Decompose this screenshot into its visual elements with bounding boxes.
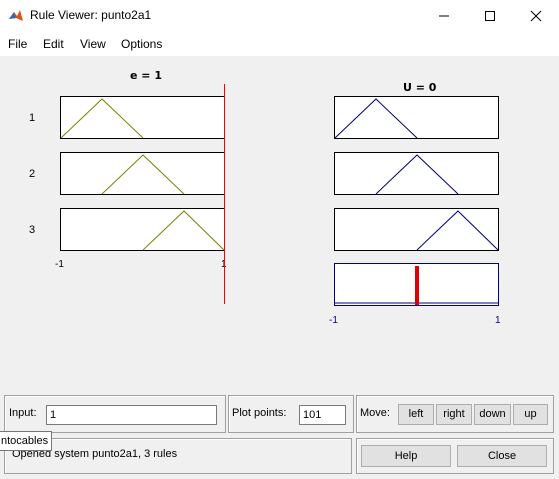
close-window-button[interactable] xyxy=(513,0,559,31)
menu-file[interactable]: File xyxy=(8,37,28,51)
title-bar: Rule Viewer: punto2a1 xyxy=(0,0,559,31)
defuzzified-output-bar xyxy=(415,266,419,305)
rule-number-2: 2 xyxy=(29,168,36,180)
output-mf-triangle-2 xyxy=(375,154,459,194)
close-button[interactable]: Close xyxy=(457,445,547,467)
move-label: Move: xyxy=(360,407,390,419)
move-panel: Move: left right down up xyxy=(356,395,554,433)
matlab-icon xyxy=(8,8,24,24)
output-axis-max-label: 1 xyxy=(495,315,501,326)
input-mf-plot-rule-3[interactable] xyxy=(60,208,225,251)
rule-viewer-canvas: e = 1 U = 0 1 2 3 -1 1 xyxy=(0,56,559,479)
input-value-line[interactable] xyxy=(224,84,225,304)
aggregated-output-plot xyxy=(334,263,499,306)
move-right-button[interactable]: right xyxy=(436,404,472,425)
rule-number-1: 1 xyxy=(29,112,36,124)
rule-number-3: 3 xyxy=(29,224,36,236)
input-mf-triangle-1 xyxy=(61,98,144,138)
output-axis-min-label: -1 xyxy=(329,315,338,326)
move-down-button[interactable]: down xyxy=(474,404,511,425)
input-panel: Input: 1 xyxy=(4,395,226,433)
output-mf-plot-rule-1 xyxy=(334,96,499,139)
plot-points-field[interactable]: 101 xyxy=(299,405,346,425)
output-mf-plot-rule-3 xyxy=(334,208,499,251)
output-mf-triangle-1 xyxy=(335,98,418,138)
plot-points-panel: Plot points: 101 xyxy=(228,395,354,433)
move-left-button[interactable]: left xyxy=(398,404,434,425)
output-mf-plot-rule-2 xyxy=(334,152,499,195)
input-mf-triangle-2 xyxy=(101,154,185,194)
maximize-button[interactable] xyxy=(467,0,513,31)
menu-edit[interactable]: Edit xyxy=(43,37,64,51)
output-mf-triangle-3 xyxy=(416,210,498,250)
plot-points-label: Plot points: xyxy=(232,407,287,419)
help-button[interactable]: Help xyxy=(361,445,451,467)
maximize-icon xyxy=(485,10,495,21)
menu-options[interactable]: Options xyxy=(121,37,163,51)
close-icon xyxy=(530,10,542,21)
input-mf-plot-rule-2[interactable] xyxy=(60,152,225,195)
input-plot-title: e = 1 xyxy=(130,69,162,82)
window-title: Rule Viewer: punto2a1 xyxy=(30,8,152,22)
minimize-button[interactable] xyxy=(421,0,467,31)
input-axis-max-label: 1 xyxy=(221,259,227,270)
input-axis-min-label: -1 xyxy=(55,259,64,270)
input-mf-plot-rule-1[interactable] xyxy=(60,96,225,139)
status-panel: Opened system punto2a1, 3 rules xyxy=(4,438,352,474)
input-label: Input: xyxy=(9,407,37,419)
minimize-icon xyxy=(439,15,449,16)
input-field[interactable]: 1 xyxy=(46,405,217,425)
move-up-button[interactable]: up xyxy=(513,404,548,425)
action-panel: Help Close xyxy=(356,438,554,474)
menu-view[interactable]: View xyxy=(80,37,106,51)
output-plot-title: U = 0 xyxy=(403,81,437,94)
menu-bar: File Edit View Options xyxy=(0,31,559,56)
input-mf-triangle-3 xyxy=(142,210,224,250)
tooltip: ntocables xyxy=(0,431,53,451)
status-text: Opened system punto2a1, 3 rules xyxy=(12,448,178,460)
